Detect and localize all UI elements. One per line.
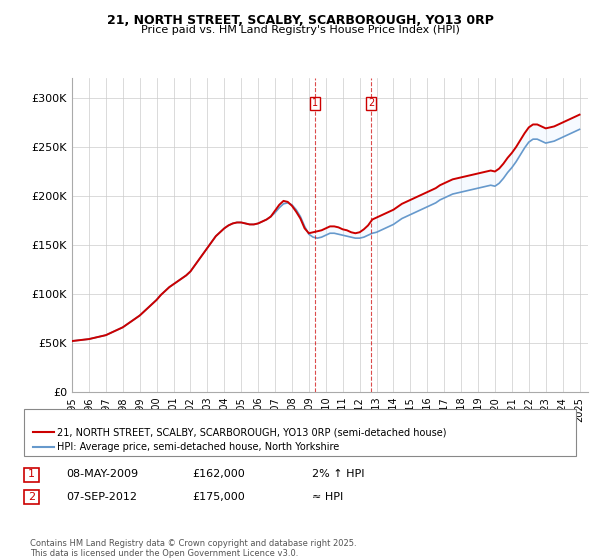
Text: 2: 2 — [368, 99, 374, 109]
Text: ≈ HPI: ≈ HPI — [312, 492, 343, 502]
Text: Price paid vs. HM Land Registry's House Price Index (HPI): Price paid vs. HM Land Registry's House … — [140, 25, 460, 35]
Text: 21, NORTH STREET, SCALBY, SCARBOROUGH, YO13 0RP (semi-detached house): 21, NORTH STREET, SCALBY, SCARBOROUGH, Y… — [57, 427, 446, 437]
Text: HPI: Average price, semi-detached house, North Yorkshire: HPI: Average price, semi-detached house,… — [57, 442, 339, 452]
Text: 1: 1 — [312, 99, 318, 109]
Text: 08-MAY-2009: 08-MAY-2009 — [66, 469, 138, 479]
Text: £162,000: £162,000 — [192, 469, 245, 479]
Text: £175,000: £175,000 — [192, 492, 245, 502]
Text: 07-SEP-2012: 07-SEP-2012 — [66, 492, 137, 502]
Text: 2% ↑ HPI: 2% ↑ HPI — [312, 469, 365, 479]
Text: Contains HM Land Registry data © Crown copyright and database right 2025.
This d: Contains HM Land Registry data © Crown c… — [30, 539, 356, 558]
Text: 21, NORTH STREET, SCALBY, SCARBOROUGH, YO13 0RP: 21, NORTH STREET, SCALBY, SCARBOROUGH, Y… — [107, 14, 493, 27]
Text: 1: 1 — [28, 469, 35, 479]
Text: 2: 2 — [28, 492, 35, 502]
